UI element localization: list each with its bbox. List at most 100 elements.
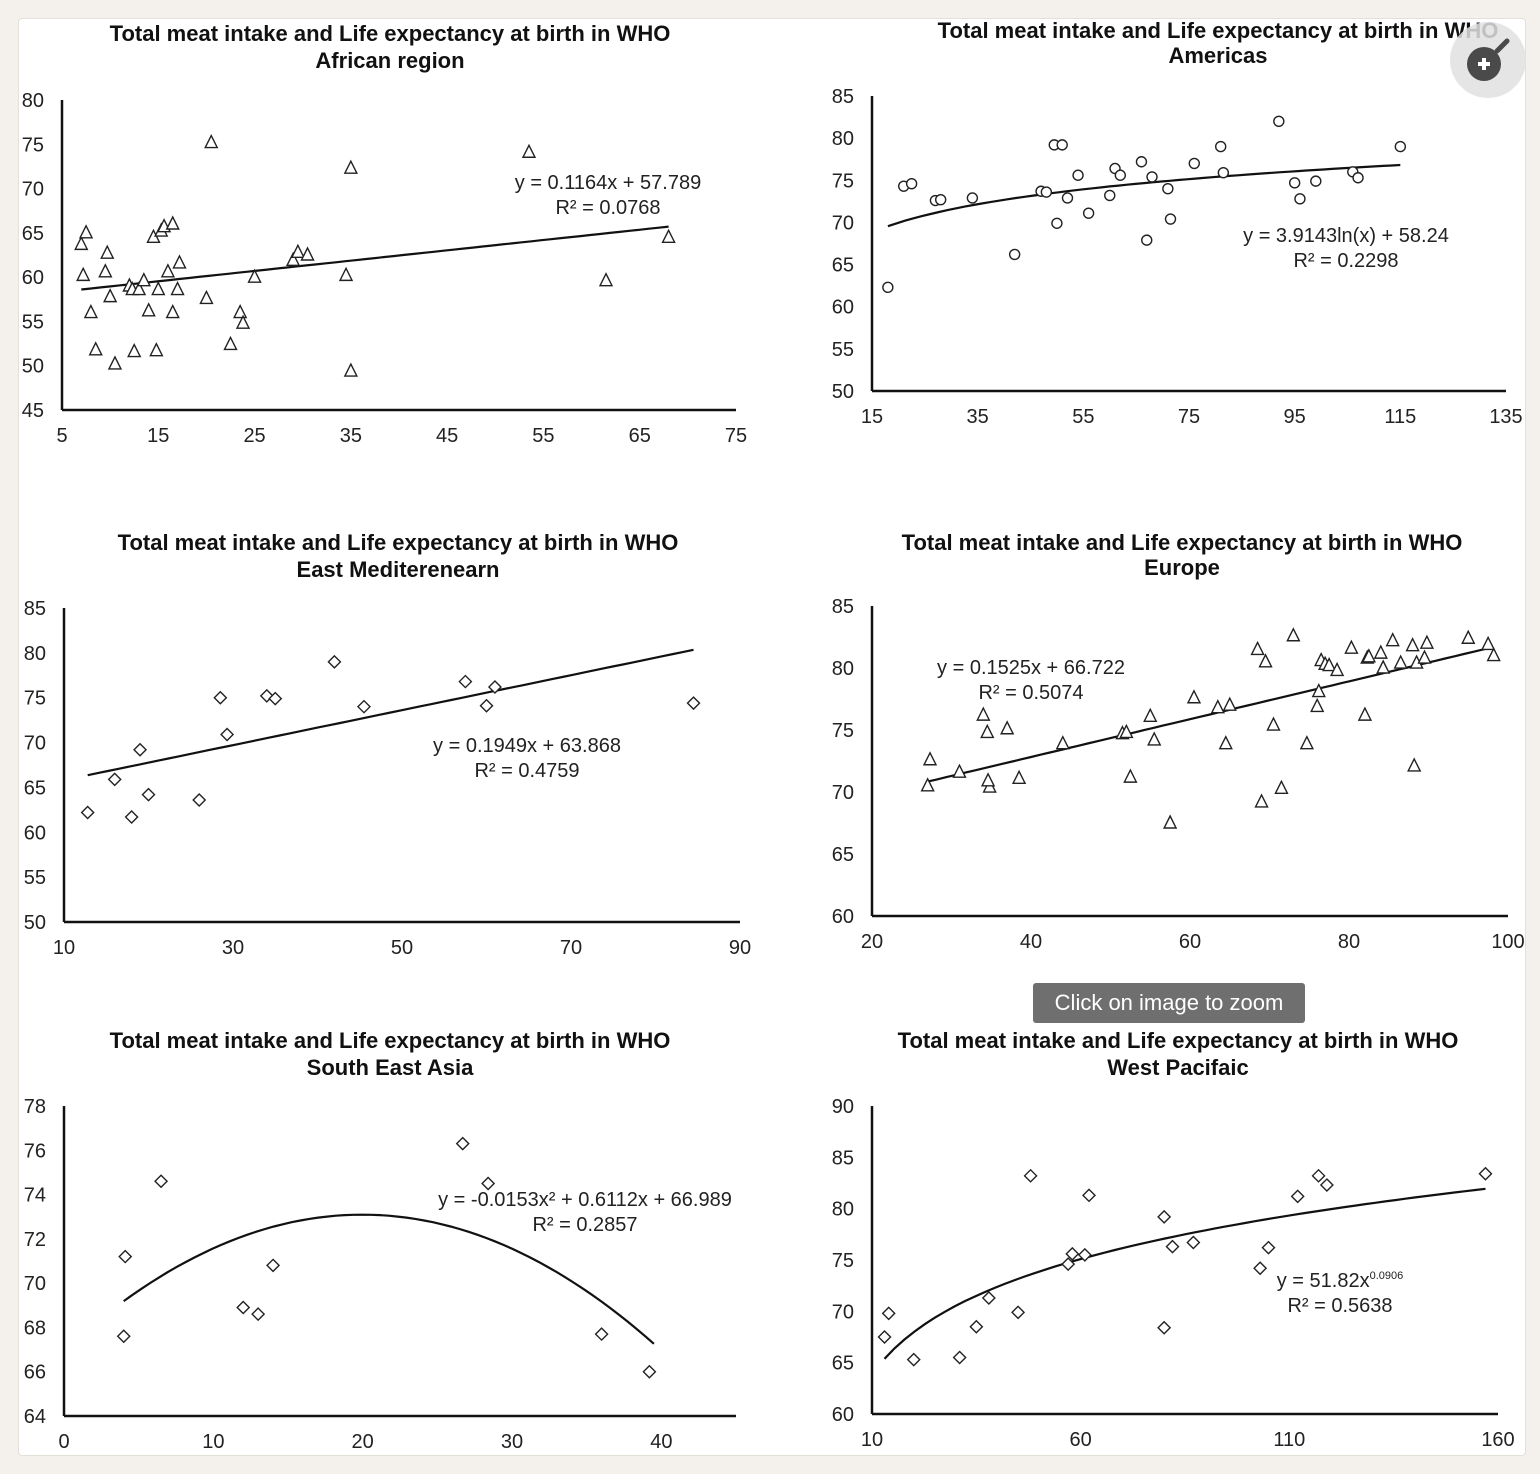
data-point	[170, 280, 185, 296]
y-tick-label: 85	[832, 596, 854, 618]
data-point	[980, 772, 996, 787]
data-point	[192, 792, 207, 807]
trend-line	[123, 1213, 655, 1345]
data-point	[327, 654, 342, 669]
data-point	[141, 302, 156, 317]
data-point	[1056, 139, 1068, 151]
data-point	[642, 1364, 657, 1379]
data-point	[83, 304, 99, 319]
data-point	[131, 280, 147, 296]
x-tick-label: 65	[629, 425, 651, 447]
data-point	[124, 810, 139, 825]
y-tick-label: 65	[832, 844, 854, 866]
data-point	[905, 177, 918, 190]
chart-panel-5: Total meat intake and Life expectancy at…	[24, 1028, 736, 1453]
data-point	[1135, 156, 1148, 168]
r-squared-label: R² = 0.5638	[1287, 1295, 1392, 1317]
y-tick-label: 60	[22, 267, 44, 289]
data-point	[1407, 757, 1422, 772]
y-tick-label: 65	[832, 1353, 854, 1375]
data-point	[661, 228, 676, 243]
x-tick-label: 40	[650, 1431, 672, 1453]
data-point	[1123, 768, 1138, 783]
y-tick-label: 85	[832, 86, 854, 108]
data-point	[1072, 169, 1084, 181]
trend-equation: y = 3.9143ln(x) + 58.24	[1243, 225, 1449, 247]
data-point	[1299, 735, 1314, 750]
data-point	[1051, 217, 1063, 229]
data-point	[1061, 192, 1074, 204]
trend-equation: y = 0.1164x + 57.789	[515, 172, 701, 194]
data-point	[976, 706, 991, 721]
data-point	[343, 159, 358, 174]
data-point	[204, 133, 219, 149]
data-point	[133, 742, 148, 757]
x-tick-label: 10	[202, 1431, 224, 1453]
data-point	[268, 691, 283, 706]
data-point	[980, 723, 995, 739]
y-tick-label: 75	[832, 170, 854, 192]
y-tick-label: 70	[24, 733, 46, 755]
data-point	[1373, 644, 1388, 659]
data-point	[1311, 1168, 1326, 1183]
x-tick-label: 30	[222, 937, 244, 959]
x-tick-label: 75	[1178, 406, 1200, 428]
data-point	[969, 1319, 984, 1334]
y-tick-label: 60	[832, 906, 854, 928]
y-tick-label: 70	[24, 1273, 46, 1295]
r-squared-label: R² = 0.4759	[474, 760, 579, 782]
data-point	[151, 280, 166, 296]
x-tick-label: 0	[58, 1431, 69, 1453]
data-point	[149, 342, 164, 357]
data-point	[1405, 637, 1420, 652]
data-point	[88, 341, 103, 356]
x-tick-label: 70	[560, 937, 582, 959]
data-point	[1376, 659, 1391, 674]
data-point	[1157, 1209, 1172, 1224]
data-point	[1217, 166, 1230, 179]
data-point	[1165, 1239, 1180, 1254]
trend-line	[81, 225, 669, 291]
data-point	[285, 251, 301, 267]
data-point	[1321, 656, 1337, 672]
data-point	[103, 288, 118, 303]
data-point	[199, 289, 214, 305]
data-point	[220, 727, 235, 742]
data-point	[247, 268, 262, 283]
data-point	[952, 763, 967, 778]
data-point	[1266, 716, 1281, 731]
trend-equation: y = 0.1525x + 66.722	[937, 657, 1125, 679]
x-tick-label: 10	[861, 1429, 883, 1451]
data-point	[1119, 723, 1134, 739]
data-point	[266, 1258, 281, 1273]
data-point	[78, 224, 94, 239]
y-tick-label: 70	[832, 1301, 854, 1323]
data-point	[107, 772, 122, 787]
data-point	[1147, 731, 1162, 746]
data-point	[487, 679, 502, 694]
data-point	[236, 1300, 251, 1315]
data-point	[235, 314, 251, 329]
y-tick-label: 65	[22, 223, 44, 245]
r-squared-label: R² = 0.2298	[1293, 250, 1398, 272]
data-point	[1065, 1246, 1080, 1261]
data-point	[1214, 140, 1227, 153]
data-point	[80, 805, 95, 820]
data-point	[213, 690, 228, 705]
data-point	[598, 272, 614, 287]
y-tick-label: 50	[24, 912, 46, 934]
data-point	[1146, 171, 1158, 183]
data-point	[479, 698, 494, 713]
data-point	[877, 1330, 892, 1344]
x-tick-label: 25	[243, 425, 265, 447]
trend-line	[883, 1187, 1486, 1360]
zoom-button[interactable]	[1450, 22, 1526, 98]
data-point	[1294, 193, 1306, 205]
data-point	[952, 1350, 967, 1365]
chart-panel-3: Total meat intake and Life expectancy at…	[24, 530, 751, 959]
x-tick-label: 5	[56, 425, 67, 447]
data-point	[343, 362, 358, 377]
y-tick-label: 70	[22, 179, 44, 201]
data-point	[1186, 1235, 1201, 1250]
data-point	[165, 304, 180, 319]
